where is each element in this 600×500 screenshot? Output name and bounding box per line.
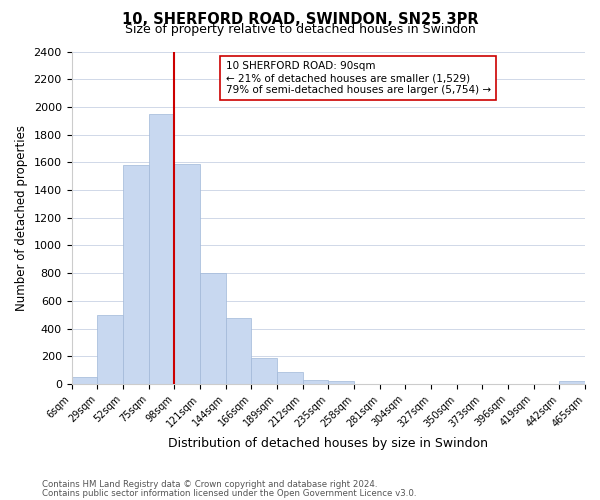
Text: Size of property relative to detached houses in Swindon: Size of property relative to detached ho… bbox=[125, 22, 475, 36]
Bar bbox=[123, 165, 149, 384]
Bar bbox=[559, 380, 585, 384]
Text: 10 SHERFORD ROAD: 90sqm
← 21% of detached houses are smaller (1,529)
79% of semi: 10 SHERFORD ROAD: 90sqm ← 21% of detache… bbox=[226, 62, 491, 94]
Bar bbox=[200, 273, 226, 384]
Text: Contains HM Land Registry data © Crown copyright and database right 2024.: Contains HM Land Registry data © Crown c… bbox=[42, 480, 377, 489]
Bar bbox=[97, 315, 123, 384]
Bar bbox=[251, 358, 277, 384]
Y-axis label: Number of detached properties: Number of detached properties bbox=[15, 125, 28, 311]
Text: 10, SHERFORD ROAD, SWINDON, SN25 3PR: 10, SHERFORD ROAD, SWINDON, SN25 3PR bbox=[122, 12, 478, 28]
Text: Contains public sector information licensed under the Open Government Licence v3: Contains public sector information licen… bbox=[42, 488, 416, 498]
X-axis label: Distribution of detached houses by size in Swindon: Distribution of detached houses by size … bbox=[168, 437, 488, 450]
Bar bbox=[174, 164, 200, 384]
Bar bbox=[149, 114, 174, 384]
Bar bbox=[71, 377, 97, 384]
Bar bbox=[328, 382, 354, 384]
Bar bbox=[226, 318, 251, 384]
Bar bbox=[302, 380, 328, 384]
Bar bbox=[277, 372, 302, 384]
